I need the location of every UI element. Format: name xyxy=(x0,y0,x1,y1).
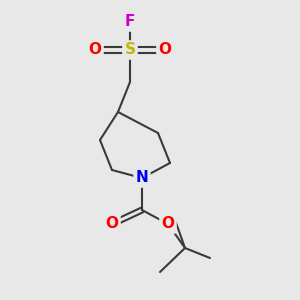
Text: O: O xyxy=(161,217,175,232)
Text: O: O xyxy=(158,43,172,58)
Text: O: O xyxy=(106,217,118,232)
Text: F: F xyxy=(125,14,135,29)
Text: O: O xyxy=(88,43,101,58)
Text: S: S xyxy=(124,43,136,58)
Text: N: N xyxy=(136,170,148,185)
